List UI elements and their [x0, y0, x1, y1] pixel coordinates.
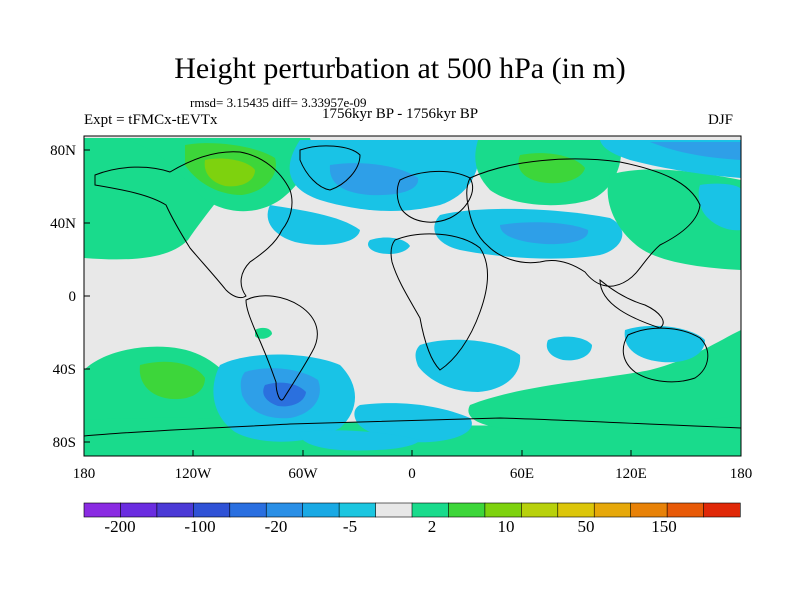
colorbar-swatch [83, 502, 122, 518]
y-tick-label: 0 [69, 289, 77, 305]
x-tick-label: 180 [730, 466, 753, 482]
x-tick-label: 180 [73, 466, 96, 482]
season-label: DJF [708, 112, 734, 128]
coastline-antarctica [84, 417, 741, 437]
contour-canada-core-positive [204, 158, 255, 187]
colorbar-label: -5 [343, 517, 357, 536]
colorbar-swatch [120, 502, 158, 518]
colorbar-swatch [156, 502, 194, 518]
colorbar [83, 502, 741, 518]
colorbar-swatch [265, 502, 304, 518]
contour-us-negative [267, 205, 360, 245]
coastline-africa [390, 233, 489, 371]
colorbar-swatch [448, 502, 486, 518]
colorbar-swatch [521, 502, 559, 518]
contour-africa-negative [415, 339, 521, 392]
colorbar-swatch [411, 502, 450, 518]
coastline-greenland [299, 145, 361, 191]
contour-south-pacific-strong-positive [139, 361, 205, 400]
coastline-south-america [245, 295, 318, 401]
colorbar-label: 150 [651, 517, 677, 536]
axis-ticks [83, 149, 742, 456]
colorbar-label: 50 [578, 517, 595, 536]
contour-siberia-strong-positive [518, 153, 585, 184]
contour-south-atlantic-negative [354, 403, 472, 443]
y-tick-label: 80S [53, 435, 76, 451]
colorbar-swatch [557, 502, 595, 518]
contour-drake-negative-dark [263, 382, 306, 407]
colorbar-swatch [229, 502, 267, 518]
colorbar-label: -20 [265, 517, 288, 536]
contour-eurasia-negative-mid [500, 222, 589, 245]
y-axis-labels: 80N 40N 0 40S 80S [50, 143, 76, 451]
colorbar-labels: -200 -100 -20 -5 2 10 50 150 [104, 517, 676, 536]
colorbar-swatch [338, 502, 377, 518]
experiment-label: Expt = tFMCx-tEVTx [84, 112, 218, 128]
colorbar-swatch [630, 502, 668, 518]
colorbar-swatch [193, 502, 231, 518]
colorbar-swatch [703, 502, 741, 518]
colorbar-swatch [302, 502, 340, 518]
map-title: Height perturbation at 500 hPa (in m) [174, 52, 626, 85]
y-tick-label: 40N [50, 216, 76, 232]
colorbar-swatch [593, 502, 632, 518]
contour-australia-negative [624, 325, 705, 363]
coastline-europe [396, 170, 473, 223]
colorbar-swatch [666, 502, 705, 518]
contour-indian-ocean-negative [546, 336, 592, 361]
contour-mid-atlantic-negative [368, 237, 410, 254]
contour-antarctic-negative [299, 430, 420, 451]
contour-tropical-positive-small [255, 327, 272, 339]
coastline-north-america [94, 151, 293, 299]
x-tick-label: 120E [615, 466, 647, 482]
colorbar-label: -200 [104, 517, 135, 536]
x-axis-labels: 180 120W 60W 0 60E 120E 180 [73, 466, 753, 482]
colorbar-label: -100 [184, 517, 215, 536]
y-tick-label: 80N [50, 143, 76, 159]
x-tick-label: 0 [408, 466, 416, 482]
colorbar-swatch [484, 502, 522, 518]
coastline-asia [466, 158, 701, 287]
colorbar-swatch [375, 502, 413, 518]
x-tick-label: 60E [510, 466, 534, 482]
contour-pacific-east-negative [698, 183, 741, 231]
contour-indian-ocean-positive [468, 330, 741, 430]
contour-field [84, 138, 741, 456]
coastlines [84, 145, 741, 437]
x-tick-label: 60W [288, 466, 318, 482]
period-label: 1756kyr BP - 1756kyr BP [322, 106, 479, 122]
colorbar-label: 10 [498, 517, 515, 536]
x-tick-label: 120W [175, 466, 213, 482]
contour-arctic-negative-mid [650, 142, 741, 160]
y-tick-label: 40S [53, 362, 76, 378]
coastline-australia [622, 327, 709, 383]
stats-label: rmsd= 3.15435 diff= 3.33957e-09 [190, 95, 367, 110]
colorbar-label: 2 [428, 517, 437, 536]
contour-atlantic-negative-mid [329, 163, 419, 196]
